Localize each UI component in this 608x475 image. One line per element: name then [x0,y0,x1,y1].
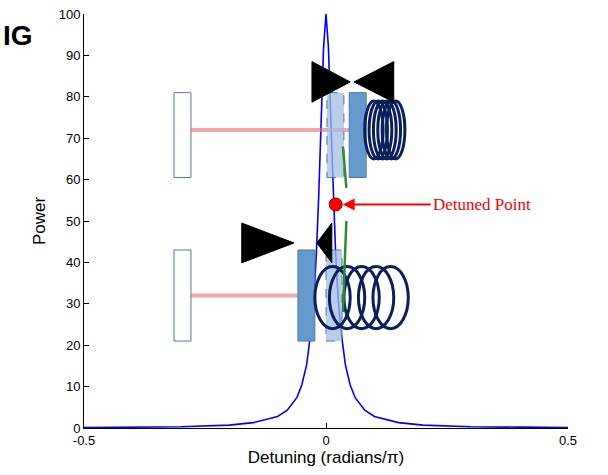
svg-text:0: 0 [322,433,329,448]
svg-text:70: 70 [66,131,80,146]
svg-text:0.5: 0.5 [559,433,577,448]
svg-text:0: 0 [73,421,80,436]
svg-text:-0.5: -0.5 [73,433,95,448]
svg-text:10: 10 [66,379,80,394]
svg-text:80: 80 [66,89,80,104]
svg-text:60: 60 [66,172,80,187]
svg-text:30: 30 [66,296,80,311]
svg-text:50: 50 [66,214,80,229]
svg-text:40: 40 [66,255,80,270]
svg-text:Detuning (radians/π): Detuning (radians/π) [248,448,404,467]
svg-text:IG: IG [3,20,33,51]
svg-text:90: 90 [66,48,80,63]
svg-text:Power: Power [30,197,49,246]
svg-text:100: 100 [59,7,81,22]
svg-text:20: 20 [66,338,80,353]
svg-text:Detuned Point: Detuned Point [433,195,531,214]
